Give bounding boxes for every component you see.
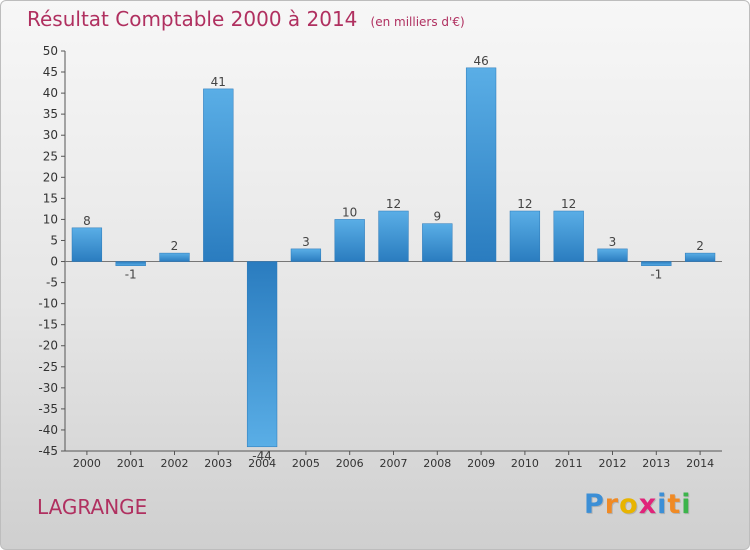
- data-label: 12: [386, 197, 401, 211]
- y-tick-label: 40: [43, 86, 58, 100]
- y-axis: 50454035302520151050-5-10-15-20-25-30-35…: [38, 44, 66, 458]
- y-tick-label: -40: [38, 423, 58, 437]
- bar: [290, 248, 322, 262]
- logo-letter: P: [584, 489, 605, 520]
- data-label: 41: [211, 75, 226, 89]
- x-tick-label: 2012: [599, 457, 627, 470]
- y-tick-label: 25: [43, 149, 58, 163]
- x-tick-label: 2014: [686, 457, 714, 470]
- data-label: -1: [650, 268, 662, 282]
- x-tick-label: 2013: [642, 457, 670, 470]
- data-label: 8: [83, 214, 91, 228]
- proxiti-logo: Proxiti: [584, 489, 692, 520]
- bar: [465, 67, 497, 262]
- bar: [597, 248, 628, 262]
- logo-letter: x: [638, 489, 658, 520]
- logo-letter: i: [657, 489, 668, 520]
- y-tick-label: -45: [38, 444, 58, 458]
- x-tick-label: 2006: [336, 457, 364, 470]
- bar: [203, 88, 234, 262]
- x-tick-label: 2010: [511, 457, 539, 470]
- x-tick-label: 2000: [73, 457, 101, 470]
- y-tick-label: 0: [50, 255, 58, 269]
- data-label: 2: [696, 239, 704, 253]
- data-label: 3: [302, 235, 310, 249]
- y-tick-label: 35: [43, 107, 58, 121]
- y-tick-label: 5: [50, 233, 58, 247]
- data-label: 10: [342, 205, 357, 219]
- x-tick-label: 2002: [161, 457, 189, 470]
- data-labels: 8 -1 2 41 -44 3 10 12 9 46 12 12 3 -1 2: [83, 54, 704, 463]
- y-tick-label: 15: [43, 191, 58, 205]
- logo-letter: o: [619, 489, 639, 520]
- y-tick-label: 30: [43, 128, 58, 142]
- y-tick-label: -5: [46, 276, 58, 290]
- bar: [641, 261, 672, 266]
- commune-name: LAGRANGE: [37, 495, 148, 519]
- bar: [246, 261, 278, 448]
- bar: [509, 210, 541, 262]
- x-tick-label: 2007: [380, 457, 408, 470]
- data-label: -44: [252, 449, 272, 463]
- y-tick-label: -35: [38, 402, 58, 416]
- data-label: 46: [473, 54, 488, 68]
- bar: [115, 261, 146, 266]
- y-tick-label: -15: [38, 318, 58, 332]
- bar: [422, 223, 453, 262]
- y-tick-label: 10: [43, 212, 58, 226]
- x-tick-label: 2003: [204, 457, 232, 470]
- x-tick-label: 2009: [467, 457, 495, 470]
- chart-title: Résultat Comptable 2000 à 2014: [27, 7, 358, 31]
- x-tick-label: 2001: [117, 457, 145, 470]
- y-tick-label: 45: [43, 65, 58, 79]
- y-tick-label: -30: [38, 381, 58, 395]
- data-label: -1: [125, 268, 137, 282]
- x-axis: 2000 2001 2002 2003 2004 2005 2006 2007 2008 2009…: [65, 261, 722, 470]
- bar: [553, 210, 584, 262]
- bar: [684, 252, 716, 262]
- y-tick-label: 20: [43, 170, 58, 184]
- data-label: 12: [517, 197, 532, 211]
- y-tick-label: 50: [43, 44, 58, 58]
- x-tick-label: 2011: [555, 457, 583, 470]
- y-tick-label: -20: [38, 339, 58, 353]
- data-label: 12: [561, 197, 576, 211]
- x-tick-label: 2005: [292, 457, 320, 470]
- bar: [334, 219, 365, 262]
- data-label: 9: [433, 210, 441, 224]
- data-label: 2: [171, 239, 179, 253]
- chart-subtitle: (en milliers d'€): [370, 15, 465, 29]
- y-tick-label: -10: [38, 297, 58, 311]
- x-tick-label: 2008: [423, 457, 451, 470]
- x-tick-label: 2004: [248, 457, 276, 470]
- data-label: 3: [609, 235, 617, 249]
- logo-letter: i: [681, 489, 692, 520]
- y-tick-label: -25: [38, 360, 58, 374]
- chart-title-block: Résultat Comptable 2000 à 2014 (en milli…: [27, 7, 465, 31]
- bars: [71, 67, 716, 448]
- logo-letter: r: [604, 489, 620, 520]
- bar: [378, 210, 409, 262]
- logo-letter: t: [667, 489, 682, 520]
- bar: [159, 252, 190, 262]
- bar: [71, 227, 103, 262]
